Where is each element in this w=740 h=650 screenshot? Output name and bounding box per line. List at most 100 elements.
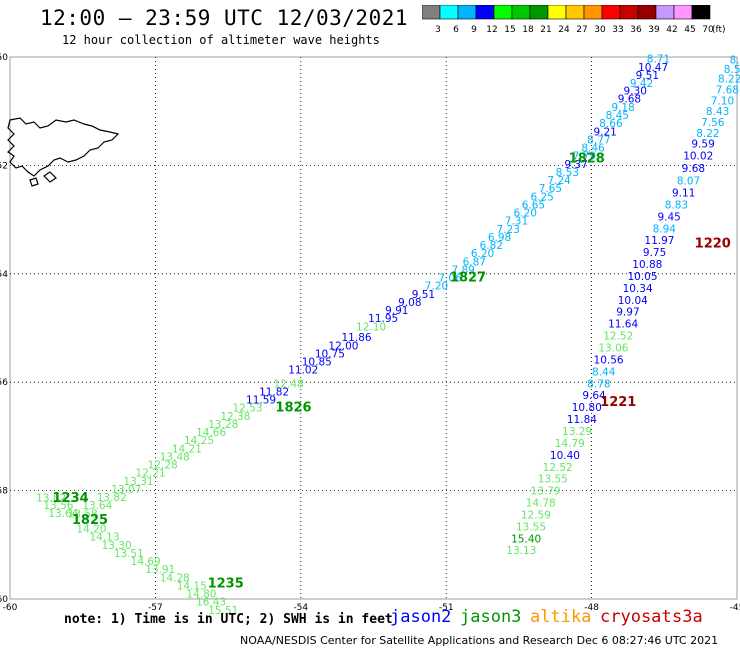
- swh-label: 8.78: [587, 378, 610, 390]
- swh-label: 13.13: [506, 545, 536, 557]
- swh-label: 8.53: [556, 167, 579, 179]
- swh-label: 12.00: [328, 340, 358, 352]
- swh-label: 11.86: [342, 332, 372, 344]
- track-1235: 1235: [208, 577, 244, 592]
- swh-label: 12.28: [148, 460, 178, 472]
- scale-label: 33: [612, 25, 623, 35]
- swh-label: 13.07: [111, 484, 141, 496]
- swh-label: 9.75: [643, 247, 666, 259]
- swh-label: 8.71: [647, 54, 670, 66]
- swh-label: 13.64: [48, 508, 78, 520]
- swh-label: 13.48: [160, 451, 190, 463]
- swh-label: 6.82: [480, 240, 503, 252]
- swh-label: 8.94: [653, 223, 677, 235]
- swh-label: 13.58: [68, 508, 98, 520]
- swh-label: 14.21: [172, 443, 202, 455]
- swh-label: 13.51: [114, 548, 144, 560]
- scale-label: 15: [504, 25, 515, 35]
- satellite-name-cryosat: cryosat: [600, 607, 672, 627]
- swh-label: 9.42: [630, 78, 653, 90]
- swh-label: 7.79: [573, 151, 596, 163]
- y-tick-label: -60: [0, 595, 8, 605]
- swh-label: 12.52: [603, 331, 633, 343]
- scale-label: 9: [471, 25, 477, 35]
- swh-label: 10.56: [594, 354, 624, 366]
- swh-label: 11.02: [288, 365, 318, 377]
- swh-label: 12.21: [136, 468, 166, 480]
- scale-label: 27: [576, 25, 587, 35]
- swh-label: 9.51: [636, 70, 659, 82]
- swh-label: 6.20: [471, 248, 494, 260]
- swh-label: 13.91: [145, 564, 175, 576]
- swh-label: 8.07: [677, 176, 700, 188]
- footer-credit: NOAA/NESDIS Center for Satellite Applica…: [240, 634, 719, 647]
- swh-label: 10.85: [302, 357, 332, 369]
- swh-label: 14.80: [186, 589, 216, 601]
- swh-label: 10.75: [315, 348, 345, 360]
- swh-label: 10.05: [627, 271, 657, 283]
- y-tick-label: -52: [0, 161, 8, 171]
- swh-label: 7.20: [425, 281, 448, 293]
- chart-title: 12:00 – 23:59 UTC 12/03/2021: [40, 6, 409, 30]
- swh-label: 16.43: [196, 597, 226, 609]
- swh-label: 12.48: [274, 378, 304, 390]
- swh-label: 6.65: [522, 199, 545, 211]
- swh-label: 13.82: [97, 492, 127, 504]
- scale-label: 12: [486, 25, 497, 35]
- scale-label: 6: [453, 25, 459, 35]
- pass-time-label: 1826: [275, 401, 311, 416]
- scale-label: 24: [558, 25, 570, 35]
- swh-label: 13.64: [82, 500, 112, 512]
- scale-label: 30: [594, 25, 606, 35]
- swh-label: 8.22: [718, 74, 740, 86]
- swh-label: 8.22: [696, 128, 719, 140]
- swh-label: 9.21: [593, 126, 616, 138]
- track-1826: 12.4811.8211.5912.5312.3813.2814.6614.25…: [68, 378, 312, 520]
- scale-label: 36: [630, 25, 642, 35]
- axes: -60 -57 -54 -51 -48 -45 -50 -52 -54 -56 -58 -60: [0, 53, 740, 613]
- swh-label: 7.24: [547, 175, 571, 187]
- x-tick-label: -54: [293, 603, 308, 613]
- swh-label: 11.95: [368, 313, 398, 325]
- track-1825: 14.2014.1313.3013.5114.6913.9114.2814.15…: [72, 513, 238, 617]
- swh-label: 11.84: [567, 414, 597, 426]
- swh-label: 14.79: [555, 438, 585, 450]
- track-1828: 8.7110.479.519.429.309.689.188.458.669.2…: [463, 54, 671, 269]
- swh-label: 10.47: [638, 62, 668, 74]
- swh-label: 9.64: [582, 390, 606, 402]
- swh-label: 15.51: [208, 605, 238, 617]
- swh-label: 9.11: [672, 188, 695, 200]
- swh-label: 13.55: [516, 521, 546, 533]
- swh-label: 6.20: [514, 208, 537, 220]
- swh-label: 8.43: [706, 106, 729, 118]
- swh-label: 9.08: [398, 297, 421, 309]
- swh-label: 10.04: [618, 295, 648, 307]
- swh-label: 12.59: [521, 509, 551, 521]
- y-tick-label: -58: [0, 487, 8, 497]
- satellite-name-altika: altika: [530, 607, 592, 627]
- swh-label: 12.53: [232, 403, 262, 415]
- swh-label: 8.45: [606, 110, 629, 122]
- y-tick-label: -56: [0, 378, 8, 388]
- swh-label: 10.02: [683, 151, 713, 163]
- x-tick-label: -45: [730, 603, 740, 613]
- color-scale-legend: 3 6 9 12 15 18 21 24 27 30 33 36 39 42 45 70(ft): [422, 5, 726, 35]
- swh-label: 12.52: [543, 462, 573, 474]
- satellite-name-jason3: jason3: [460, 607, 522, 627]
- swh-label: 11.82: [259, 386, 289, 398]
- swh-label: 7.56: [701, 117, 725, 129]
- swh-label: 7.31: [505, 216, 528, 228]
- swh-label: 9.59: [691, 139, 714, 151]
- swh-label: 8.5: [724, 64, 740, 76]
- swh-label: 13.79: [531, 486, 561, 498]
- scale-label: 21: [540, 25, 551, 35]
- swh-label: 8.: [730, 55, 740, 67]
- plot-frame: [9, 56, 738, 600]
- pass-time-label: 1235: [208, 577, 244, 592]
- swh-label: 11.97: [644, 235, 674, 247]
- satellite-name-s3a: s3a: [672, 607, 703, 627]
- swh-label: 15.40: [511, 533, 541, 545]
- swh-label: 6.98: [488, 232, 511, 244]
